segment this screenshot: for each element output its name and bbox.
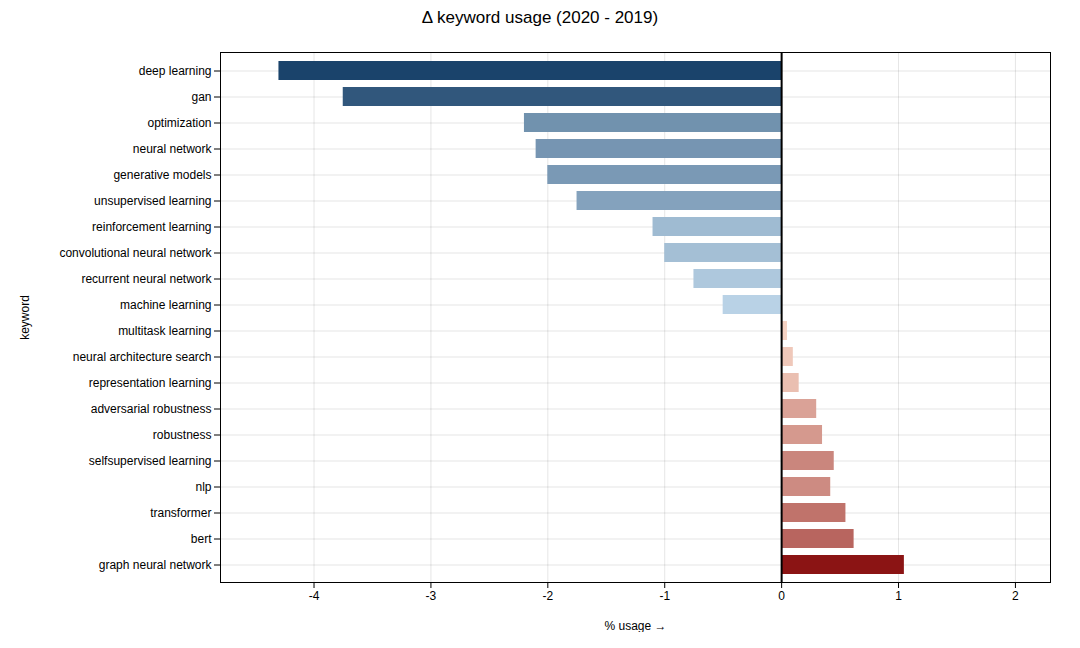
svg-text:bert: bert: [191, 532, 212, 546]
svg-text:reinforcement learning: reinforcement learning: [92, 220, 211, 234]
svg-text:2: 2: [1012, 589, 1019, 603]
svg-text:gan: gan: [191, 90, 211, 104]
svg-text:-3: -3: [426, 589, 437, 603]
svg-text:0: 0: [778, 589, 785, 603]
svg-text:machine learning: machine learning: [120, 298, 211, 312]
svg-text:robustness: robustness: [153, 428, 212, 442]
svg-text:representation learning: representation learning: [89, 376, 212, 390]
svg-text:adversarial robustness: adversarial robustness: [91, 402, 212, 416]
svg-text:selfsupervised learning: selfsupervised learning: [89, 454, 212, 468]
svg-text:-2: -2: [542, 589, 553, 603]
svg-text:recurrent neural network: recurrent neural network: [81, 272, 212, 286]
svg-text:transformer: transformer: [150, 506, 211, 520]
svg-text:-1: -1: [659, 589, 670, 603]
svg-text:multitask learning: multitask learning: [118, 324, 211, 338]
svg-text:graph neural network: graph neural network: [99, 558, 213, 572]
svg-text:convolutional neural network: convolutional neural network: [59, 246, 212, 260]
svg-text:% usage →: % usage →: [604, 619, 666, 633]
svg-text:keyword: keyword: [18, 295, 32, 340]
svg-text:-4: -4: [309, 589, 320, 603]
svg-text:deep learning: deep learning: [139, 64, 212, 78]
html-text:Δ keyword usage (2020 - 2019): Δ keyword usage (2020 - 2019): [421, 8, 659, 27]
svg-text:optimization: optimization: [147, 116, 211, 130]
svg-text:neural network: neural network: [133, 142, 213, 156]
svg-text:neural architecture search: neural architecture search: [73, 350, 212, 364]
svg-text:unsupervised learning: unsupervised learning: [94, 194, 211, 208]
svg-text:generative models: generative models: [113, 168, 211, 182]
svg-text:1: 1: [895, 589, 902, 603]
svg-text:nlp: nlp: [195, 480, 211, 494]
